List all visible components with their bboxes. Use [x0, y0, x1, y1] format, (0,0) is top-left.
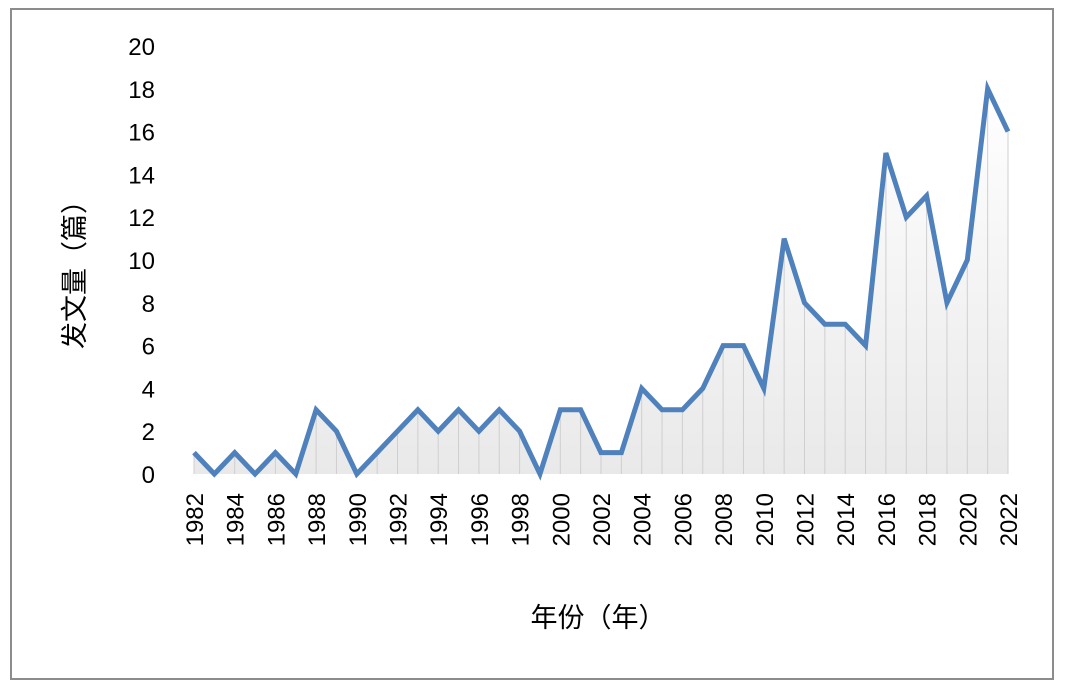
- x-tick-label: 2008: [711, 493, 738, 546]
- y-tick-label: 20: [128, 34, 155, 61]
- y-tick-label: 8: [142, 291, 155, 318]
- x-tick-label: 2018: [915, 493, 942, 546]
- y-tick-label: 14: [128, 162, 155, 189]
- x-tick-label: 2010: [752, 493, 779, 546]
- x-tick-label: 1984: [223, 493, 250, 546]
- y-axis-title: 发文量（篇）: [60, 187, 91, 349]
- x-tick-label: 1998: [508, 493, 535, 546]
- y-tick-label: 16: [128, 120, 155, 147]
- x-tick-label: 2020: [955, 493, 982, 546]
- y-tick-label: 4: [142, 376, 155, 403]
- x-tick-label: 2000: [548, 493, 575, 546]
- x-tick-label: 1996: [467, 493, 494, 546]
- x-axis-title: 年份（年）: [531, 603, 666, 634]
- x-tick-label: 2002: [589, 493, 616, 546]
- x-tick-label: 1986: [263, 493, 290, 546]
- x-tick-label: 2006: [670, 493, 697, 546]
- y-tick-label: 6: [142, 334, 155, 361]
- x-tick-label: 2012: [793, 493, 820, 546]
- x-tick-label: 2014: [833, 493, 860, 546]
- x-tick-label: 1982: [182, 493, 209, 546]
- x-tick-label: 1988: [304, 493, 331, 546]
- series-line: [192, 79, 1011, 481]
- x-tick-label: 2022: [996, 493, 1023, 546]
- x-tick-label: 2016: [874, 493, 901, 546]
- y-tick-label: 18: [128, 77, 155, 104]
- y-tick-label: 2: [142, 419, 155, 446]
- x-tick-label: 2004: [630, 493, 657, 546]
- y-tick-label: 12: [128, 205, 155, 232]
- x-tick-label: 1994: [426, 493, 453, 546]
- y-tick-label: 10: [128, 248, 155, 275]
- x-tick-label: 1992: [386, 493, 413, 546]
- x-tick-label: 1990: [345, 493, 372, 546]
- y-tick-label: 0: [142, 462, 155, 489]
